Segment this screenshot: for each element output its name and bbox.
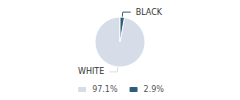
svg-text:97.1%: 97.1% <box>92 85 118 94</box>
svg-text:2.9%: 2.9% <box>144 85 165 94</box>
svg-text:BLACK: BLACK <box>136 8 163 17</box>
svg-text:WHITE: WHITE <box>78 67 104 76</box>
